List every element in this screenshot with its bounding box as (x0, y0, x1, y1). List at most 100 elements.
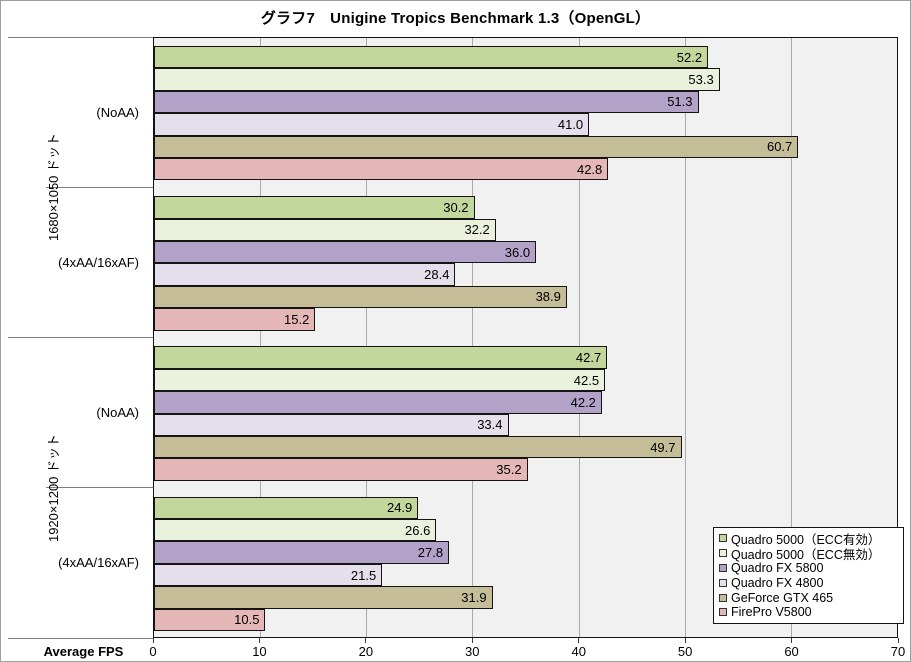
legend-swatch-icon (719, 608, 727, 617)
bar-value-label: 42.8 (576, 161, 603, 177)
legend-item-label: Quadro FX 5800 (731, 560, 824, 575)
category-divider (46, 186, 153, 188)
bar-value-label: 42.5 (573, 372, 600, 388)
legend-swatch-icon (719, 534, 727, 543)
bar-value-label: 27.8 (417, 545, 444, 561)
legend-item-2: Quadro FX 5800 (719, 561, 898, 576)
bar: 26.6 (154, 519, 437, 542)
x-axis-title: Average FPS (43, 644, 124, 659)
gridline-20 (366, 38, 368, 637)
bar: 10.5 (154, 608, 266, 632)
category-divider (8, 36, 153, 38)
legend-item-label: GeForce GTX 465 (731, 590, 834, 605)
category-divider (46, 487, 153, 489)
bar-value-label: 33.4 (477, 417, 503, 433)
bar: 51.3 (154, 90, 699, 114)
bar: 31.9 (154, 586, 493, 609)
legend-item-label: Quadro 5000（ECC無効） (731, 547, 881, 562)
legend-box: Quadro 5000（ECC有効） Quadro 5000（ECC無効） Quad… (713, 527, 904, 624)
plot-area: 52.2 53.3 51.3 41.0 60.7 42.8 30.2 32.2 36.0 28.4… (153, 37, 898, 638)
legend-item-label: FirePro V5800 (731, 605, 812, 620)
bar: 27.8 (154, 541, 450, 564)
bar-value-label: 30.2 (443, 199, 469, 215)
bar: 42.8 (154, 157, 609, 181)
x-axis-label-40: 40 (571, 644, 586, 659)
bar: 15.2 (154, 308, 316, 331)
bar: 52.2 (154, 45, 709, 69)
bar: 42.7 (154, 346, 608, 369)
bar: 42.2 (154, 391, 602, 414)
bar-value-label: 42.7 (575, 350, 602, 366)
legend-item-0: Quadro 5000（ECC有効） (719, 531, 898, 547)
legend-swatch-icon (719, 578, 727, 587)
x-axis-label-20: 20 (358, 644, 374, 659)
gridline-40 (578, 38, 580, 637)
x-axis-tick-60 (791, 638, 793, 643)
bar: 35.2 (154, 458, 528, 481)
bar: 28.4 (154, 263, 456, 286)
bar-value-label: 51.3 (667, 94, 693, 110)
bar: 36.0 (154, 240, 537, 264)
x-axis-tick-70 (897, 638, 899, 643)
bar: 60.7 (154, 135, 799, 158)
x-axis-label-70: 70 (890, 644, 906, 659)
legend-item-5: FirePro V5800 (719, 605, 898, 620)
x-axis-tick-50 (684, 638, 686, 643)
bar-group-1: 30.2 32.2 36.0 28.4 38.9 15.2 (154, 188, 897, 338)
bar-value-label: 32.2 (464, 222, 490, 238)
x-axis-tick-20 (365, 638, 367, 643)
x-axis-tick-0 (152, 638, 154, 643)
bar: 32.2 (154, 218, 496, 241)
bar: 33.4 (154, 413, 509, 437)
bar-value-label: 41.0 (557, 116, 584, 132)
bar-value-label: 53.3 (688, 72, 714, 88)
bar-value-label: 24.9 (386, 500, 413, 516)
bar-value-label: 15.2 (284, 311, 310, 327)
x-axis-tick-10 (258, 638, 260, 643)
legend-item-label: Quadro FX 4800 (731, 575, 824, 590)
bar: 53.3 (154, 68, 720, 91)
x-axis-label-50: 50 (677, 644, 693, 659)
x-axis-tick-40 (578, 638, 580, 643)
bar-group-2: 42.7 42.5 42.2 33.4 49.7 35.2 (154, 339, 897, 489)
bar-value-label: 28.4 (424, 267, 450, 283)
legend-item-3: Quadro FX 4800 (719, 575, 898, 590)
legend-swatch-icon (719, 563, 727, 572)
bar: 30.2 (154, 196, 475, 219)
aa-mode-label: (NoAA) (96, 405, 139, 421)
bar-group-0: 52.2 53.3 51.3 41.0 60.7 42.8 (154, 38, 897, 188)
bar-value-label: 60.7 (766, 139, 793, 155)
gridline-50 (684, 38, 686, 637)
aa-mode-label: (4xAA/16xAF) (58, 555, 139, 571)
category-divider (8, 337, 153, 338)
gridline-30 (472, 38, 474, 637)
bar-value-label: 49.7 (650, 439, 676, 455)
gridline-60 (790, 38, 792, 637)
bar: 41.0 (154, 113, 590, 136)
x-axis-label-30: 30 (465, 644, 480, 659)
legend-item-4: GeForce GTX 465 (719, 590, 898, 605)
bar-value-label: 21.5 (350, 567, 377, 583)
x-axis-label-10: 10 (252, 644, 267, 659)
bar-value-label: 42.2 (570, 394, 596, 410)
legend-item-1: Quadro 5000（ECC無効） (719, 546, 898, 562)
x-axis-tick-30 (471, 638, 473, 643)
category-divider (8, 637, 153, 639)
bar: 21.5 (154, 563, 383, 587)
bar-value-label: 10.5 (234, 612, 260, 628)
bar-value-label: 36.0 (504, 244, 531, 260)
legend-item-label: Quadro 5000（ECC有効） (731, 532, 881, 547)
bar-value-label: 52.2 (676, 49, 703, 65)
aa-mode-label: (4xAA/16xAF) (58, 254, 139, 270)
chart-title: グラフ7 Unigine Tropics Benchmark 1.3（OpenG… (260, 10, 651, 27)
legend-swatch-icon (719, 593, 727, 602)
bar: 24.9 (154, 496, 419, 520)
legend-swatch-icon (719, 549, 727, 558)
gridline-10 (260, 38, 262, 637)
x-axis-label-0: 0 (149, 644, 157, 659)
bar-value-label: 38.9 (535, 289, 561, 305)
bar: 38.9 (154, 285, 567, 309)
bar-value-label: 26.6 (405, 522, 431, 538)
bar-value-label: 31.9 (461, 589, 487, 605)
